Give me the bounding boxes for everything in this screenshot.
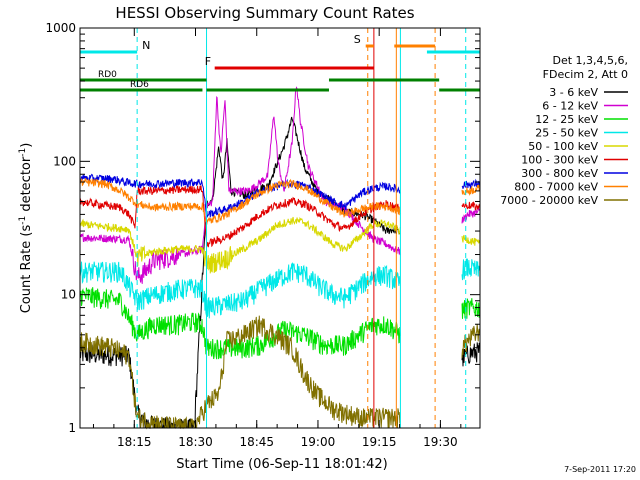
footer-date: 7-Sep-2011 17:20 <box>564 465 636 474</box>
series-line-100-300-kev <box>79 184 481 248</box>
x-axis: 18:15 18:30 18:45 19:00 19:15 19:30 <box>92 28 462 449</box>
series-line-6-12-kev <box>79 86 481 284</box>
plot-frame <box>79 27 481 429</box>
y-tick-label: 100 <box>53 154 76 168</box>
series-layer <box>79 86 481 430</box>
state-bar-label-f: F <box>205 55 211 68</box>
series-line-50-100-kev <box>79 216 481 274</box>
vertical-marker-layer <box>136 28 467 428</box>
legend-label-100-300-kev: 100 - 300 keV <box>521 154 598 167</box>
series-line-25-50-kev <box>79 258 481 319</box>
legend-label-6-12-kev: 6 - 12 keV <box>542 100 598 113</box>
y-label-rest: detector <box>19 156 34 216</box>
y-axis: 1 10 100 1000 <box>45 21 480 435</box>
legend-label-25-50-kev: 25 - 50 keV <box>535 127 598 140</box>
series-line-7000-20000-kev <box>79 315 481 430</box>
x-tick-label: 19:30 <box>423 435 458 449</box>
y-tick-label: 1 <box>68 421 76 435</box>
legend-label-3-6-kev: 3 - 6 keV <box>549 86 598 99</box>
x-tick-label: 19:00 <box>301 435 336 449</box>
y-label-sup2: -1 <box>18 148 28 157</box>
state-bar-label-rd0: RD0 <box>98 70 117 80</box>
series-line-300-800-kev <box>79 173 481 219</box>
x-tick-label: 18:15 <box>117 435 152 449</box>
state-bar-label-s: S <box>354 33 361 46</box>
legend-label-800-7000-kev: 800 - 7000 keV <box>514 181 598 194</box>
state-bar-label-n: N <box>142 39 150 52</box>
legend-label-300-800-kev: 300 - 800 keV <box>521 167 598 180</box>
x-tick-label: 18:30 <box>178 435 213 449</box>
y-label-end: ) <box>19 143 34 148</box>
series-line-800-7000-kev <box>79 177 480 225</box>
legend-header-1: Det 1,3,4,5,6, <box>552 54 628 67</box>
state-bar-label-rd6: RD6 <box>130 80 149 90</box>
x-tick-label: 19:15 <box>362 435 397 449</box>
y-label-sup: -1 <box>18 216 28 225</box>
series-line-12-25-kev <box>79 287 481 360</box>
legend-label-7000-20000-kev: 7000 - 20000 keV <box>500 194 598 207</box>
legend-header-2: FDecim 2, Att 0 <box>543 68 628 81</box>
y-tick-label: 1000 <box>45 21 76 35</box>
x-axis-label: Start Time (06-Sep-11 18:01:42) <box>176 457 387 472</box>
y-label-main: Count Rate (s <box>19 225 34 314</box>
legend-label-50-100-kev: 50 - 100 keV <box>528 140 598 153</box>
y-axis-label: Count Rate (s-1 detector-1) <box>18 143 34 314</box>
legend-label-12-25-kev: 12 - 25 keV <box>535 113 598 126</box>
legend: Det 1,3,4,5,6, FDecim 2, Att 0 3 - 6 keV… <box>500 54 628 207</box>
chart-title: HESSI Observing Summary Count Rates <box>115 4 414 22</box>
y-tick-label: 10 <box>61 288 76 302</box>
x-tick-label: 18:45 <box>239 435 274 449</box>
state-bar-layer: N F S RD0 RD6 <box>80 33 480 92</box>
